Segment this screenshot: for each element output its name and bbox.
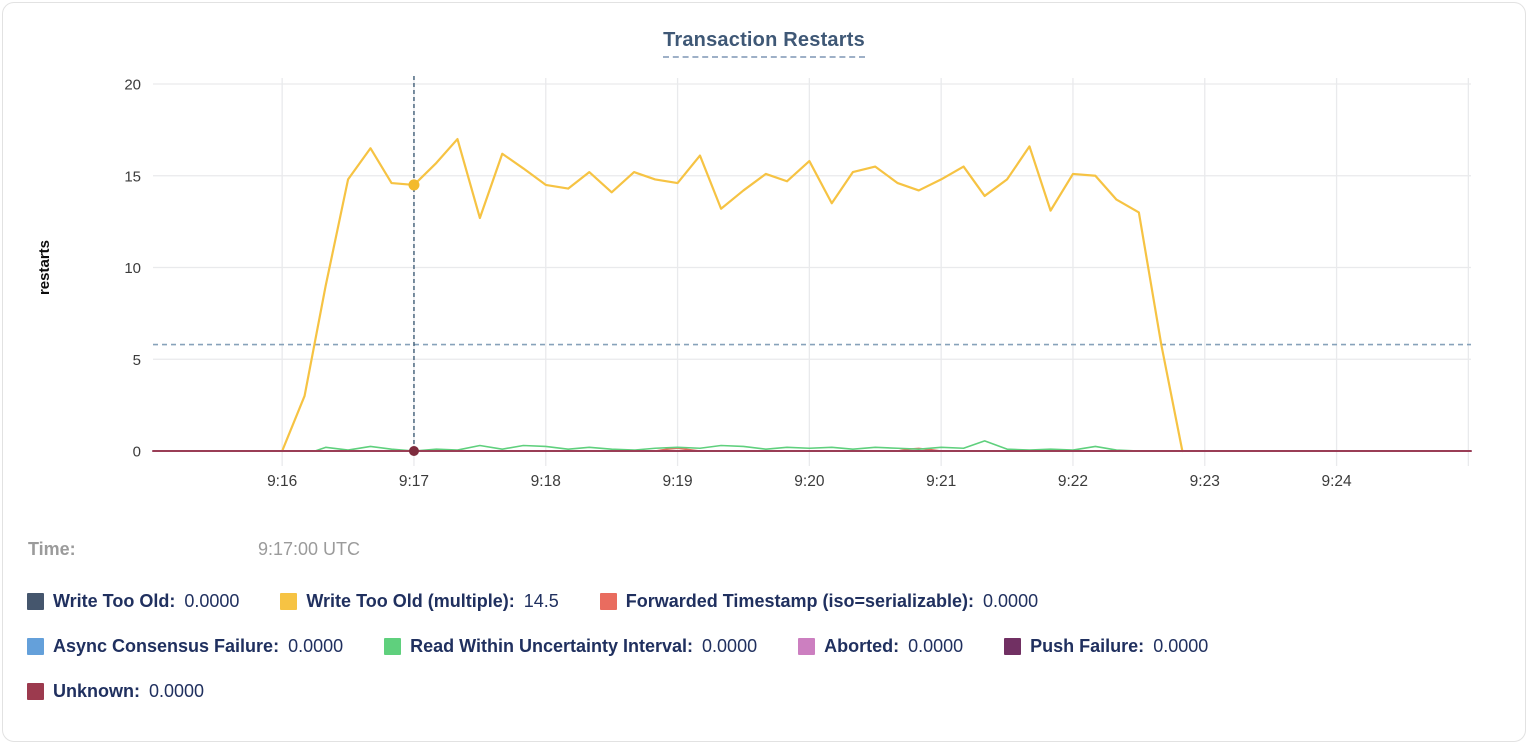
legend-item: Write Too Old (multiple): 14.5 [280,591,559,612]
legend-item: Write Too Old: 0.0000 [27,591,239,612]
legend-item-value: 14.5 [523,591,559,611]
legend-item-value: 0.0000 [1153,636,1209,656]
legend-row: Unknown: 0.0000 [27,681,204,702]
series-color-swatch [27,593,44,610]
y-tick-label: 10 [124,260,141,277]
x-tick-label: 9:16 [267,473,297,490]
legend-item-value: 0.0000 [184,591,240,611]
legend-item-value: 0.0000 [149,681,205,701]
legend-item-label: Async Consensus Failure: [53,636,280,656]
legend-item-label: Forwarded Timestamp (iso=serializable): [625,591,975,611]
series-color-swatch [798,638,816,655]
x-tick-label: 9:18 [531,473,561,490]
chart-title-text[interactable]: Transaction Restarts [663,29,865,58]
legend-item: Read Within Uncertainty Interval: 0.0000 [384,636,757,657]
time-value: 9:17:00 UTC [258,539,361,559]
x-tick-label: 9:22 [1058,473,1088,490]
x-tick-label: 9:23 [1190,473,1220,490]
x-tick-label: 9:20 [794,473,825,490]
legend-row: Async Consensus Failure: 0.0000 Read Withi… [27,636,1208,657]
highlight-dot-unknown [408,446,419,456]
legend-item-label: Write Too Old (multiple): [306,591,515,611]
y-tick-label: 15 [124,168,141,185]
legend-item: Forwarded Timestamp (iso=serializable): 0… [599,591,1039,612]
legend-item-value: 0.0000 [983,591,1039,611]
series-line-read-within-uncertainty-interval [314,440,1140,452]
legend-item-value: 0.0000 [908,636,964,656]
y-tick-label: 0 [133,444,141,461]
tooltip-time-row: Time: 9:17:00 UTC [28,539,360,560]
legend-item-label: Write Too Old: [53,591,176,611]
x-tick-label: 9:17 [399,473,429,490]
legend-item-value: 0.0000 [702,636,758,656]
y-axis-label: restarts [36,240,53,295]
x-tick-label: 9:19 [662,473,692,490]
series-line-write-too-old-multiple [281,137,1184,453]
series-color-swatch [1004,638,1022,655]
series-color-swatch [384,638,402,655]
legend-item-label: Push Failure: [1030,636,1145,656]
legend-item: Push Failure: 0.0000 [1004,636,1208,657]
legend-item-label: Read Within Uncertainty Interval: [410,636,694,656]
series-color-swatch [27,638,44,655]
chart-title: Transaction Restarts [3,29,1525,58]
series-color-swatch [280,593,298,610]
y-tick-label: 20 [124,77,141,94]
legend-item-label: Unknown: [53,681,140,701]
series-color-swatch [27,683,44,700]
legend-row: Write Too Old: 0.0000 Write Too Old (multi… [27,591,1038,612]
legend-item: Unknown: 0.0000 [27,681,204,702]
x-tick-label: 9:24 [1321,473,1352,490]
legend-item-label: Aborted: [824,636,900,656]
legend-item: Async Consensus Failure: 0.0000 [27,636,343,657]
legend-item: Aborted: 0.0000 [798,636,963,657]
legend-item-value: 0.0000 [288,636,344,656]
x-tick-label: 9:21 [926,473,956,490]
highlight-dot-write-too-old-multiple [408,179,420,191]
y-tick-label: 5 [133,352,141,369]
transaction-chart-svg[interactable]: 0 5 10 15 20 9:16 9:17 9:18 9:19 9:20 9:21 9:22 9:23… [3,76,1526,524]
series-color-swatch [599,593,617,610]
time-label: Time: [28,539,76,559]
